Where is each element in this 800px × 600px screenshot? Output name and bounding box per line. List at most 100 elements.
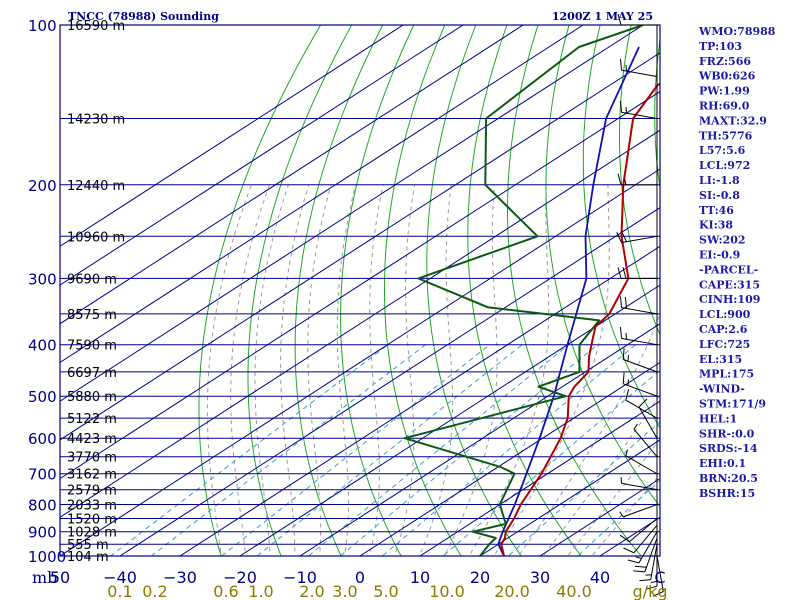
moist-adiabat (393, 184, 416, 556)
barb-shaft (656, 555, 664, 592)
isotherms (60, 25, 660, 556)
index-line: BSHR:15 (699, 487, 755, 500)
height-label: 4423 m (67, 432, 117, 447)
wind-barb (633, 423, 658, 457)
plot-background (60, 25, 660, 556)
moist-adiabat (493, 184, 610, 556)
height-label: 10960 m (67, 230, 125, 245)
moist-adiabat (591, 473, 660, 556)
barb-half-flag (625, 449, 628, 456)
wind-barb (627, 531, 658, 564)
temperature-tick-label: −10 (283, 568, 317, 587)
index-line: -PARCEL- (699, 263, 758, 276)
barb-flag (622, 267, 627, 279)
barb-shaft (629, 518, 658, 543)
mixing-ratio-label: 0.2 (142, 582, 167, 600)
dewpoint-trace (403, 25, 644, 556)
barb-shaft (623, 359, 658, 373)
wind-barb (620, 100, 658, 119)
isotherm (60, 25, 644, 402)
index-line: STM:171/9 (699, 398, 766, 411)
pressure-tick-label: 700 (28, 466, 57, 484)
dry-adiabat (340, 25, 415, 556)
isotherm (419, 400, 660, 556)
index-line: LCL:972 (699, 159, 750, 172)
wind-barb (638, 398, 658, 439)
barb-flag (620, 58, 622, 71)
mixing-ratio-line (150, 344, 426, 556)
dry-adiabat (247, 25, 353, 556)
barb-flag (622, 372, 625, 384)
height-label: 3770 m (67, 451, 117, 466)
barb-flag (616, 231, 622, 243)
index-line: WMO:78988 (698, 25, 776, 38)
mixing-ratio-line (381, 344, 637, 556)
mixing-ratio-label: 5.0 (373, 582, 398, 600)
temperature-tick-label: 10 (410, 568, 430, 587)
index-line: LCL:900 (699, 308, 751, 321)
temperature-tick-label: 40 (590, 568, 610, 587)
index-line: HEL:1 (699, 412, 737, 425)
wind-barb (616, 231, 658, 244)
wind-barb (619, 504, 658, 518)
moist-adiabat (443, 184, 498, 556)
mixing-ratio-label: 40.0 (556, 582, 592, 600)
isotherm (60, 25, 584, 364)
dry-adiabat (618, 25, 660, 336)
barb-flag (625, 388, 630, 401)
mixing-ratio-label: 3.0 (332, 582, 357, 600)
barb-shaft (644, 537, 658, 573)
barb-half-flag (633, 423, 638, 430)
barb-flag (619, 534, 630, 543)
moist-adiabat (280, 184, 310, 556)
dry-adiabat (384, 25, 462, 556)
plot-frame (59, 24, 661, 557)
barb-shaft (621, 111, 658, 119)
barb-shaft (650, 544, 658, 580)
moist-adiabat (517, 312, 660, 556)
index-line: KI:38 (699, 219, 733, 232)
wind-barbs (616, 13, 664, 597)
isotherm (179, 245, 660, 556)
height-label: 14230 m (67, 113, 125, 128)
mixing-ratio-label: 0.1 (107, 582, 132, 600)
mixing-ratio-label: 1.0 (248, 582, 273, 600)
pressure-tick-label: 200 (28, 177, 57, 195)
isotherm (60, 25, 524, 325)
isotherm (60, 52, 660, 441)
barb-half-flag (625, 64, 627, 72)
mixing-ratio-label: 2.0 (299, 582, 324, 600)
plot-border (59, 24, 661, 557)
pressure-tick-label: 900 (28, 524, 57, 542)
barb-shaft (621, 337, 658, 346)
mixing-ratio-label: g/kg (633, 582, 668, 600)
barb-flag (652, 591, 664, 597)
height-label: 5122 m (67, 412, 117, 427)
temperature-tick-label: −40 (103, 568, 137, 587)
moist-adiabat (566, 438, 660, 556)
mixing-ratio-line (576, 479, 660, 556)
isotherm (359, 361, 660, 556)
wind-barb (623, 524, 658, 554)
plot-area (60, 25, 660, 556)
height-label: 3162 m (67, 468, 117, 483)
index-line: LI:-1.8 (699, 174, 740, 187)
temperature-tick-label: 50 (50, 568, 70, 587)
index-line: LFC:725 (699, 338, 750, 351)
barb-half-flag (625, 333, 627, 340)
wind-barb (620, 296, 658, 315)
stability-indices: WMO:78988 TP:103 FRZ:566 WB0:626 PW:1.99 RH:6… (698, 25, 776, 500)
barb-flag (617, 173, 622, 185)
dry-adiabat (786, 25, 800, 567)
station-title: TNCC (78988) Sounding (68, 10, 219, 23)
mixing-ratio-line (256, 344, 523, 556)
barb-flag (620, 100, 622, 113)
index-line: FRZ:566 (699, 55, 751, 68)
valid-time: 1200Z 1 MAY 25 (552, 10, 653, 23)
wind-barb (633, 537, 658, 573)
barb-shaft (638, 406, 658, 439)
barb-flag (638, 398, 648, 408)
height-label: 7590 m (67, 339, 117, 354)
